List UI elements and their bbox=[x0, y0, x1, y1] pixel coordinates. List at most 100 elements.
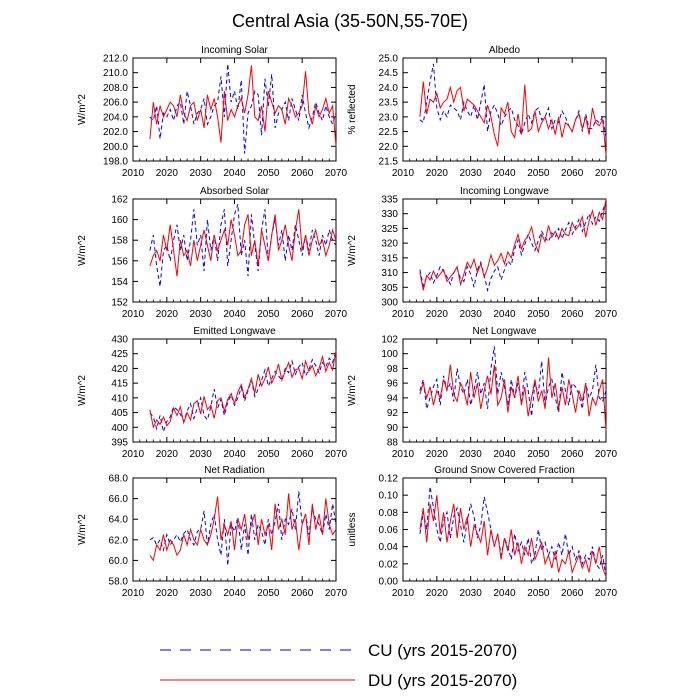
x-tick-label: 2010 bbox=[392, 449, 415, 460]
x-tick-label: 2020 bbox=[156, 309, 179, 320]
y-tick-label: 94 bbox=[387, 393, 399, 404]
y-tick-label: 100 bbox=[381, 349, 398, 360]
x-tick-label: 2060 bbox=[561, 588, 584, 599]
y-axis-label: unitless bbox=[347, 513, 358, 547]
x-tick-label: 2040 bbox=[223, 588, 246, 599]
y-tick-label: 90 bbox=[387, 423, 399, 434]
y-tick-label: 0.12 bbox=[379, 474, 399, 485]
y-tick-label: 98 bbox=[387, 364, 399, 375]
series-line-cu bbox=[149, 203, 337, 287]
x-tick-label: 2030 bbox=[190, 449, 213, 460]
panel-title: Albedo bbox=[489, 45, 521, 56]
x-tick-label: 2010 bbox=[392, 588, 415, 599]
x-tick-label: 2070 bbox=[325, 168, 348, 179]
y-tick-label: 202.0 bbox=[103, 127, 128, 138]
x-tick-label: 2010 bbox=[122, 309, 145, 320]
series-line-du bbox=[419, 357, 607, 431]
y-tick-label: 315 bbox=[381, 253, 398, 264]
panel-title: Emitted Longwave bbox=[193, 326, 276, 337]
x-tick-label: 2030 bbox=[190, 309, 213, 320]
series-line-cu bbox=[419, 346, 607, 417]
x-tick-label: 2020 bbox=[426, 168, 449, 179]
x-tick-label: 2010 bbox=[122, 449, 145, 460]
y-tick-label: 208.0 bbox=[103, 83, 128, 94]
y-axis-label: % reflected bbox=[347, 84, 358, 134]
plot-frame bbox=[132, 338, 337, 443]
x-tick-label: 2060 bbox=[291, 588, 314, 599]
y-axis-label: W/m^2 bbox=[77, 375, 88, 406]
y-tick-label: 325 bbox=[381, 224, 398, 235]
figure-title: Central Asia (35-50N,55-70E) bbox=[232, 11, 468, 31]
x-tick-label: 2020 bbox=[156, 588, 179, 599]
series-line-du bbox=[419, 81, 607, 156]
x-tick-label: 2070 bbox=[595, 449, 618, 460]
y-tick-label: 88 bbox=[387, 438, 399, 449]
y-tick-label: 410 bbox=[111, 393, 128, 404]
x-tick-label: 2040 bbox=[223, 449, 246, 460]
x-tick-label: 2050 bbox=[527, 449, 550, 460]
y-tick-label: 62.0 bbox=[109, 535, 129, 546]
x-tick-label: 2070 bbox=[595, 168, 618, 179]
x-tick-label: 2070 bbox=[595, 309, 618, 320]
y-tick-label: 96 bbox=[387, 379, 399, 390]
x-tick-label: 2070 bbox=[595, 588, 618, 599]
y-tick-label: 300 bbox=[381, 298, 398, 309]
y-tick-label: 330 bbox=[381, 209, 398, 220]
y-tick-label: 60.0 bbox=[109, 556, 129, 567]
y-tick-label: 24.5 bbox=[379, 68, 399, 79]
x-tick-label: 2030 bbox=[460, 588, 483, 599]
plot-frame bbox=[132, 198, 337, 303]
x-tick-label: 2020 bbox=[156, 449, 179, 460]
y-tick-label: 158 bbox=[111, 236, 128, 247]
y-tick-label: 0.04 bbox=[379, 542, 399, 553]
series-line-cu bbox=[419, 486, 607, 577]
y-tick-label: 22.0 bbox=[379, 142, 399, 153]
y-tick-label: 210.0 bbox=[103, 68, 128, 79]
legend-cu-label: CU (yrs 2015-2070) bbox=[368, 641, 517, 660]
x-tick-label: 2030 bbox=[460, 449, 483, 460]
x-tick-label: 2010 bbox=[122, 588, 145, 599]
y-tick-label: 162 bbox=[111, 195, 128, 206]
chart-panel: Net Longwave W/m^2 2010 2020 2030 2040 2050 206… bbox=[347, 326, 618, 460]
y-tick-label: 24.0 bbox=[379, 83, 399, 94]
x-tick-label: 2020 bbox=[426, 449, 449, 460]
x-tick-label: 2070 bbox=[325, 309, 348, 320]
chart-panel: Absorbed Solar W/m^2 2010 2020 2030 2040 2050 2… bbox=[77, 186, 348, 320]
y-tick-label: 68.0 bbox=[109, 474, 129, 485]
chart-panel: Incoming Solar W/m^2 2010 2020 2030 2040 2050 2… bbox=[77, 45, 348, 179]
y-tick-label: 152 bbox=[111, 298, 128, 309]
y-tick-label: 420 bbox=[111, 364, 128, 375]
series-line-du bbox=[149, 350, 337, 429]
series-line-cu bbox=[419, 201, 607, 293]
chart-panel: Ground Snow Covered Fraction unitless 2010… bbox=[347, 465, 618, 599]
x-tick-label: 2040 bbox=[223, 309, 246, 320]
y-tick-label: 64.0 bbox=[109, 515, 129, 526]
x-tick-label: 2030 bbox=[190, 168, 213, 179]
y-tick-label: 305 bbox=[381, 283, 398, 294]
chart-panel: Incoming Longwave W/m^2 2010 2020 2030 2040 20… bbox=[347, 186, 618, 320]
y-tick-label: 400 bbox=[111, 423, 128, 434]
x-tick-label: 2010 bbox=[392, 309, 415, 320]
y-tick-label: 198.0 bbox=[103, 157, 128, 168]
legend: CU (yrs 2015-2070) DU (yrs 2015-2070) bbox=[160, 641, 517, 690]
chart-panel: Emitted Longwave W/m^2 2010 2020 2030 2040 205… bbox=[77, 326, 348, 460]
y-tick-label: 21.5 bbox=[379, 157, 399, 168]
y-tick-label: 395 bbox=[111, 438, 128, 449]
x-tick-label: 2050 bbox=[257, 588, 280, 599]
y-tick-label: 425 bbox=[111, 349, 128, 360]
y-tick-label: 0.00 bbox=[379, 577, 399, 588]
x-tick-label: 2020 bbox=[426, 588, 449, 599]
x-tick-label: 2050 bbox=[527, 309, 550, 320]
chart-panel: Net Radiation W/m^2 2010 2020 2030 2040 2050 20… bbox=[77, 465, 348, 599]
y-tick-label: 415 bbox=[111, 379, 128, 390]
y-tick-label: 405 bbox=[111, 408, 128, 419]
x-tick-label: 2060 bbox=[291, 309, 314, 320]
y-axis-label: W/m^2 bbox=[347, 375, 358, 406]
panel-title: Absorbed Solar bbox=[200, 186, 270, 197]
y-tick-label: 0.10 bbox=[379, 491, 399, 502]
plot-frame bbox=[402, 198, 607, 303]
x-tick-label: 2040 bbox=[493, 588, 516, 599]
y-tick-label: 92 bbox=[387, 408, 399, 419]
x-tick-label: 2070 bbox=[325, 588, 348, 599]
